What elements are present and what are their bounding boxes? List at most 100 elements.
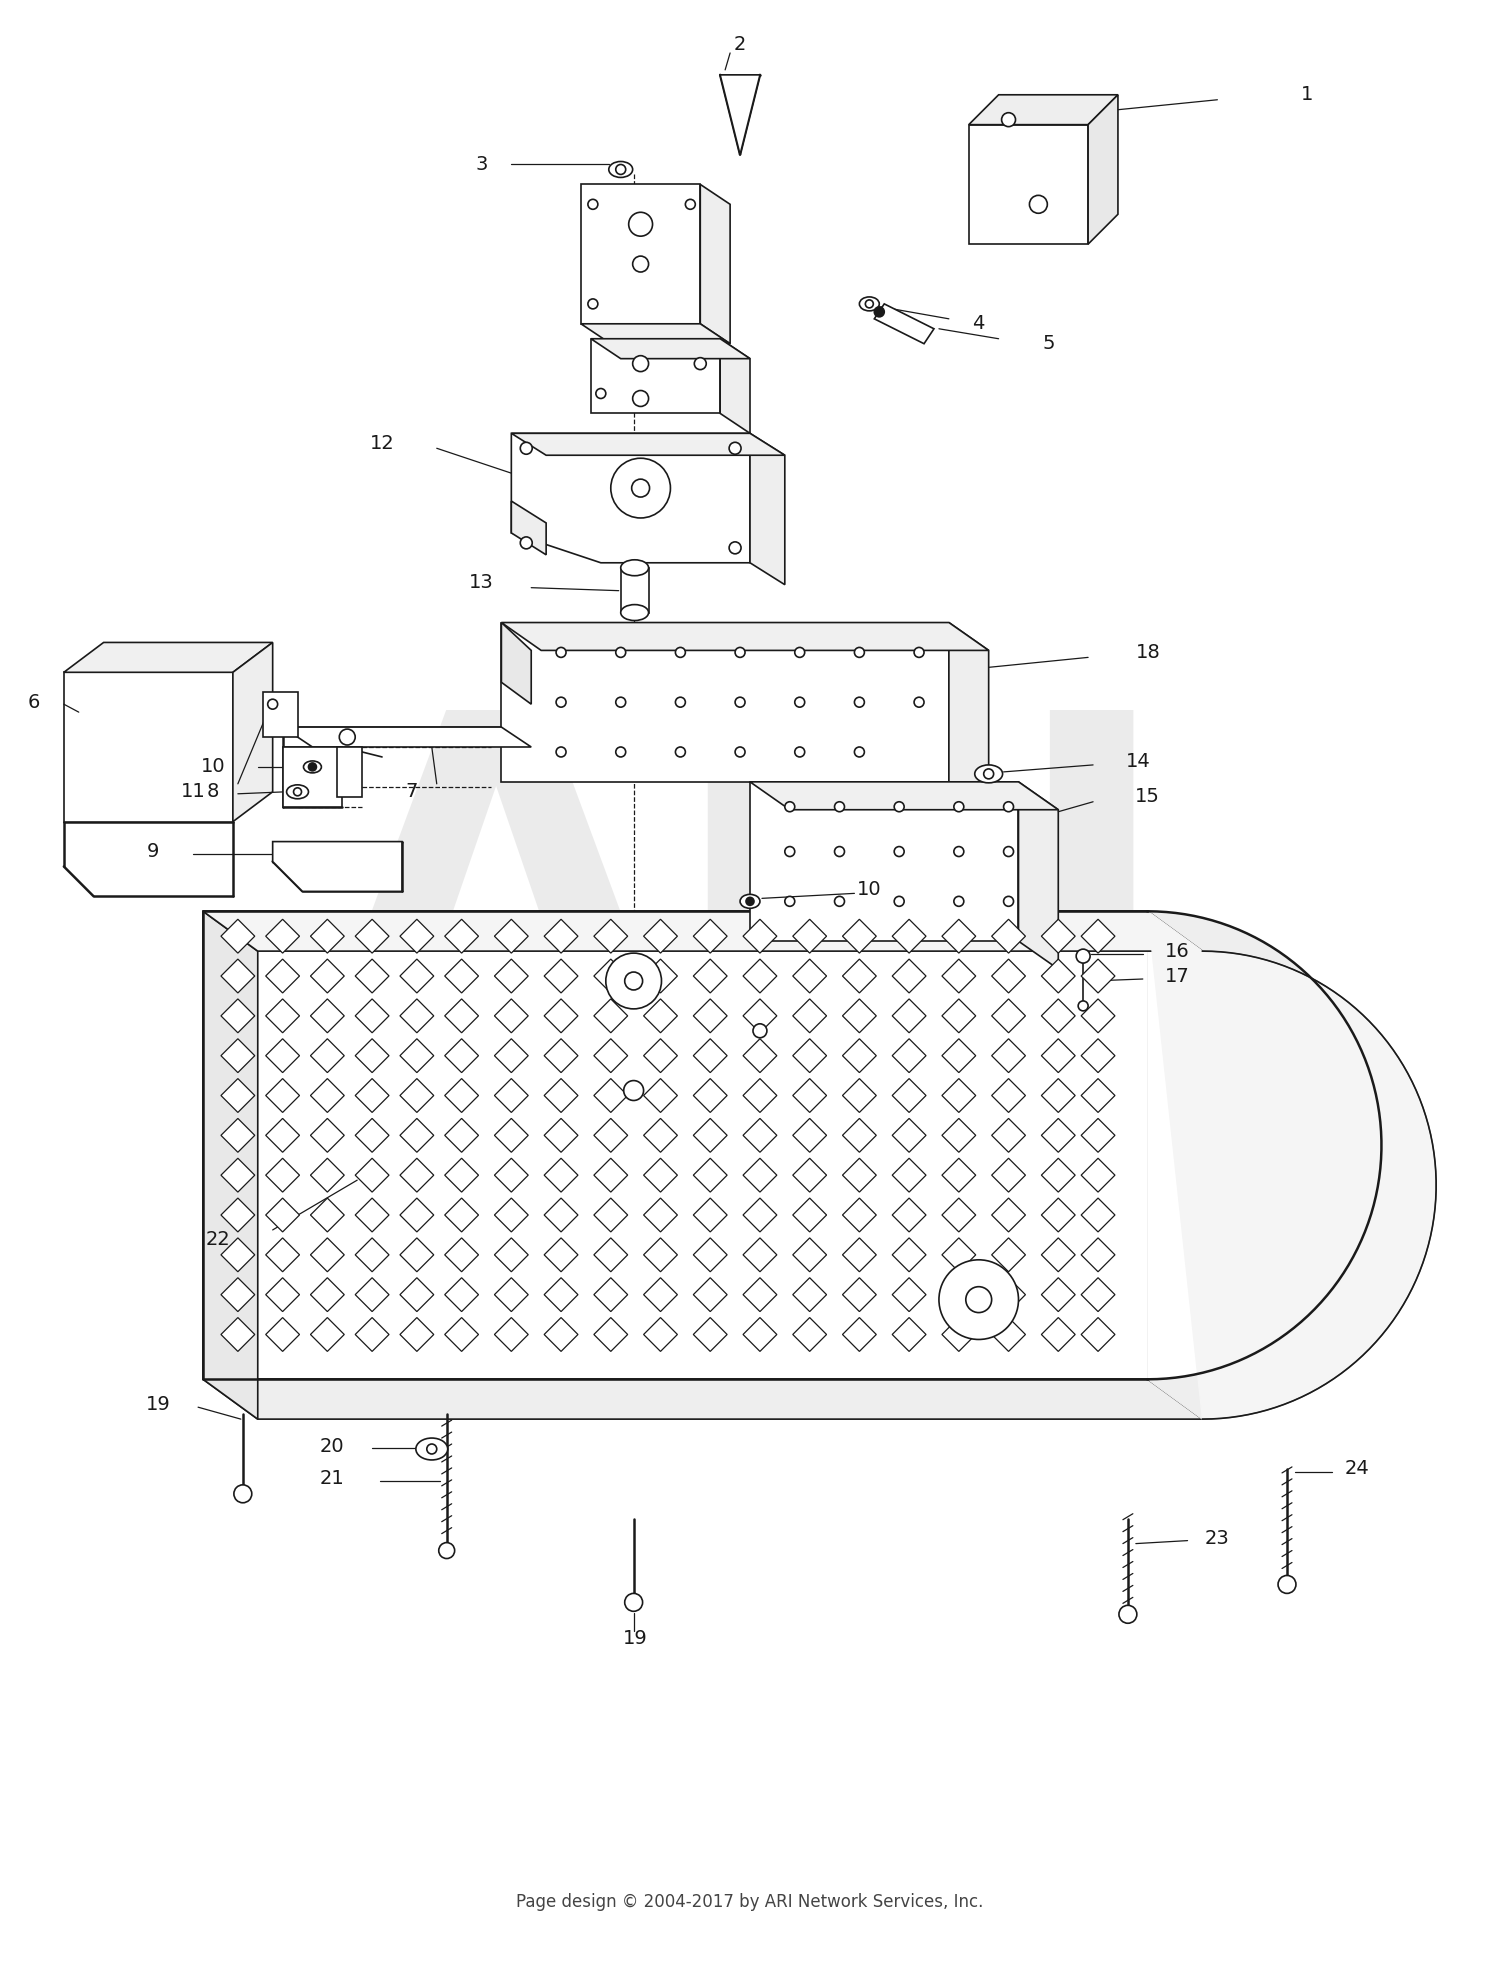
Polygon shape <box>544 1198 578 1232</box>
Polygon shape <box>544 1318 578 1351</box>
Polygon shape <box>892 1318 926 1351</box>
Polygon shape <box>444 998 478 1033</box>
Text: 20: 20 <box>320 1437 345 1455</box>
Polygon shape <box>400 1279 433 1312</box>
Polygon shape <box>512 433 784 455</box>
Polygon shape <box>220 1318 255 1351</box>
Polygon shape <box>843 1079 876 1112</box>
Polygon shape <box>266 1039 300 1073</box>
Polygon shape <box>892 959 926 992</box>
Polygon shape <box>942 959 975 992</box>
Polygon shape <box>644 959 678 992</box>
Circle shape <box>628 212 652 235</box>
Polygon shape <box>444 1198 478 1232</box>
Polygon shape <box>942 920 975 953</box>
Text: 3: 3 <box>476 155 488 175</box>
Polygon shape <box>942 1198 975 1232</box>
Circle shape <box>939 1259 1019 1339</box>
Text: 2: 2 <box>734 35 746 55</box>
Polygon shape <box>400 1318 433 1351</box>
Text: 14: 14 <box>1125 753 1150 771</box>
Circle shape <box>588 298 598 310</box>
Circle shape <box>615 647 626 657</box>
Circle shape <box>624 1594 642 1612</box>
Circle shape <box>735 698 746 708</box>
Polygon shape <box>501 622 531 704</box>
Polygon shape <box>495 959 528 992</box>
Polygon shape <box>794 1198 826 1232</box>
Circle shape <box>606 953 662 1008</box>
Polygon shape <box>444 1318 478 1351</box>
Polygon shape <box>1082 1318 1114 1351</box>
Polygon shape <box>942 1279 975 1312</box>
Circle shape <box>735 647 746 657</box>
Polygon shape <box>693 998 728 1033</box>
Polygon shape <box>64 673 232 822</box>
Polygon shape <box>544 1159 578 1192</box>
Circle shape <box>686 200 696 210</box>
Ellipse shape <box>416 1437 447 1459</box>
Polygon shape <box>794 920 826 953</box>
Polygon shape <box>942 1237 975 1273</box>
Circle shape <box>784 847 795 857</box>
Text: Page design © 2004-2017 by ARI Network Services, Inc.: Page design © 2004-2017 by ARI Network S… <box>516 1892 984 1912</box>
Polygon shape <box>262 692 297 737</box>
Polygon shape <box>742 1039 777 1073</box>
Polygon shape <box>794 998 826 1033</box>
Polygon shape <box>992 1159 1026 1192</box>
Circle shape <box>1004 802 1014 812</box>
Text: 15: 15 <box>1136 786 1160 806</box>
Ellipse shape <box>740 894 760 908</box>
Circle shape <box>520 443 532 455</box>
Polygon shape <box>495 1198 528 1232</box>
Polygon shape <box>310 1118 345 1153</box>
Polygon shape <box>495 998 528 1033</box>
Polygon shape <box>750 782 1059 810</box>
Circle shape <box>855 747 864 757</box>
Polygon shape <box>992 998 1026 1033</box>
Circle shape <box>520 537 532 549</box>
Polygon shape <box>495 1237 528 1273</box>
Polygon shape <box>266 998 300 1033</box>
Circle shape <box>556 647 566 657</box>
Polygon shape <box>742 998 777 1033</box>
Polygon shape <box>644 1079 678 1112</box>
Polygon shape <box>892 920 926 953</box>
Circle shape <box>865 300 873 308</box>
Polygon shape <box>843 1039 876 1073</box>
Polygon shape <box>1088 94 1118 243</box>
Polygon shape <box>495 1159 528 1192</box>
Polygon shape <box>594 1318 627 1351</box>
Polygon shape <box>282 728 531 747</box>
Polygon shape <box>444 920 478 953</box>
Polygon shape <box>544 1279 578 1312</box>
Circle shape <box>874 306 884 318</box>
Polygon shape <box>794 1079 826 1112</box>
Circle shape <box>966 1286 992 1312</box>
Polygon shape <box>843 1159 876 1192</box>
Polygon shape <box>992 1318 1026 1351</box>
Circle shape <box>1029 196 1047 214</box>
Polygon shape <box>1082 1079 1114 1112</box>
Polygon shape <box>594 1198 627 1232</box>
Circle shape <box>954 896 964 906</box>
Polygon shape <box>220 959 255 992</box>
Polygon shape <box>356 1198 388 1232</box>
Polygon shape <box>942 1159 975 1192</box>
Polygon shape <box>720 75 760 155</box>
Circle shape <box>675 647 686 657</box>
Polygon shape <box>843 998 876 1033</box>
Polygon shape <box>1148 912 1382 1379</box>
Polygon shape <box>1041 1118 1076 1153</box>
Polygon shape <box>644 1237 678 1273</box>
Text: 24: 24 <box>1344 1459 1370 1479</box>
Text: 9: 9 <box>147 841 159 861</box>
Polygon shape <box>594 1159 627 1192</box>
Polygon shape <box>1041 1279 1076 1312</box>
Polygon shape <box>356 1279 388 1312</box>
Circle shape <box>633 355 648 371</box>
Polygon shape <box>693 1318 728 1351</box>
Polygon shape <box>400 920 433 953</box>
Polygon shape <box>444 1237 478 1273</box>
Polygon shape <box>644 998 678 1033</box>
